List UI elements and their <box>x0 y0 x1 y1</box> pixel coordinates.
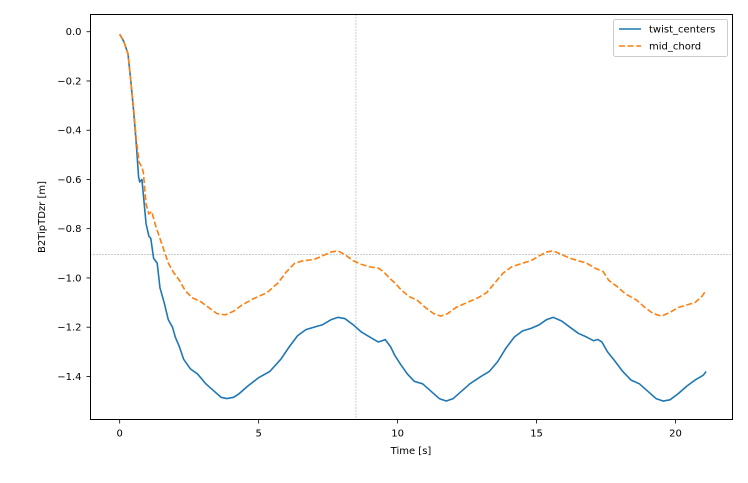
series-line-twist-centers <box>118 33 707 402</box>
x-axis: 0 5 10 15 20 <box>116 419 682 440</box>
series-layer <box>118 33 707 402</box>
y-tick-label: −1.0 <box>57 273 81 284</box>
x-axis-label: Time [s] <box>390 446 432 457</box>
x-tick-label: 5 <box>255 429 261 440</box>
legend-label-mid-chord: mid_chord <box>649 42 701 53</box>
x-tick-label: 0 <box>116 429 122 440</box>
y-axis-label: B2TipTDzr [m] <box>37 181 48 253</box>
axes-frame <box>90 14 733 420</box>
reference-lines <box>90 14 733 420</box>
y-tick-label: −1.4 <box>57 372 81 383</box>
x-tick-label: 15 <box>530 429 543 440</box>
y-tick-label: −0.4 <box>57 126 81 137</box>
y-tick-label: −1.2 <box>57 323 81 334</box>
y-tick-label: −0.6 <box>57 175 81 186</box>
y-tick-label: 0.0 <box>66 27 82 38</box>
legend-box <box>613 19 728 57</box>
y-tick-label: −0.2 <box>57 76 81 87</box>
series-line-mid-chord <box>118 33 707 317</box>
y-axis: 0.0 −0.2 −0.4 −0.6 −0.8 −1.0 −1.2 −1.4 <box>57 27 91 383</box>
x-tick-label: 20 <box>669 429 682 440</box>
y-tick-label: −0.8 <box>57 224 81 235</box>
x-tick-label: 10 <box>391 429 404 440</box>
legend-label-twist-centers: twist_centers <box>649 25 715 36</box>
legend: twist_centers mid_chord <box>613 19 728 57</box>
